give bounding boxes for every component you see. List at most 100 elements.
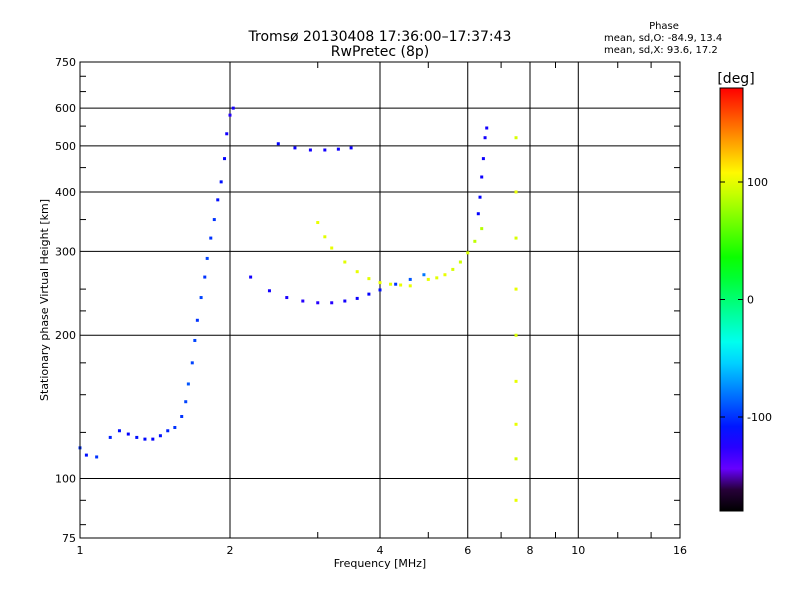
echo-point: [199, 296, 203, 300]
echo-point: [276, 142, 280, 146]
echo-point: [514, 498, 518, 502]
echo-point: [184, 400, 188, 404]
x-tick-label: 1: [77, 544, 84, 557]
grid-lines: [80, 62, 680, 538]
colorbar-tick-label: -100: [747, 411, 772, 424]
echo-point: [483, 136, 487, 140]
echo-point: [514, 136, 518, 140]
echo-point: [285, 296, 289, 300]
echo-point: [399, 283, 403, 287]
echo-point: [126, 432, 130, 436]
echo-point: [323, 235, 327, 239]
axis-ticks: 1 2 4 6 8 10 16 75 100 200 300 400 500 600 750: [55, 56, 687, 557]
echo-point: [480, 227, 484, 231]
echo-point: [478, 195, 482, 199]
colorbar: 100 0 -100: [719, 87, 772, 512]
echo-point: [219, 180, 223, 184]
echo-point: [316, 221, 320, 225]
y-tick-label: 600: [55, 102, 76, 115]
x-tick-label: 10: [571, 544, 585, 557]
echo-point: [323, 148, 327, 152]
echo-point: [205, 256, 209, 260]
echo-point: [195, 318, 199, 322]
echo-point: [108, 435, 112, 439]
colorbar-tick-label: 0: [747, 294, 754, 307]
colorbar-tick-label: 100: [747, 176, 768, 189]
x-tick-label: 4: [377, 544, 384, 557]
chart-title: Tromsø 20130408 17:36:00–17:37:43: [248, 29, 512, 45]
echo-point: [367, 277, 371, 281]
echo-point: [143, 437, 147, 441]
echo-point: [158, 434, 162, 438]
echo-point: [476, 212, 480, 216]
echo-point: [451, 267, 455, 271]
echo-point: [481, 157, 485, 161]
echo-point: [216, 198, 220, 202]
echo-point: [249, 275, 253, 279]
echo-point: [422, 273, 426, 277]
y-tick-label: 400: [55, 186, 76, 199]
echo-point: [466, 251, 470, 255]
x-tick-label: 16: [673, 544, 687, 557]
echo-point: [408, 284, 412, 288]
echo-point: [173, 425, 177, 429]
echo-point: [301, 299, 305, 303]
x-tick-label: 2: [227, 544, 234, 557]
echo-point: [355, 270, 359, 274]
echo-point: [209, 236, 213, 240]
echo-point: [514, 333, 518, 337]
echo-point: [514, 287, 518, 291]
echo-point: [426, 277, 430, 281]
echo-point: [330, 246, 334, 250]
y-tick-label: 500: [55, 140, 76, 153]
echo-point: [408, 277, 412, 281]
echo-point: [330, 301, 334, 305]
echo-point: [180, 414, 184, 418]
echo-point: [95, 455, 99, 459]
phase-stats-x: mean, sd,X: 93.6, 17.2: [604, 45, 718, 56]
echo-point: [223, 157, 227, 161]
echo-point: [225, 132, 229, 136]
x-axis-label: Frequency [MHz]: [334, 557, 426, 570]
echo-point: [514, 422, 518, 426]
echo-point: [355, 296, 359, 300]
echo-point: [458, 260, 462, 264]
echo-point: [193, 338, 197, 342]
echo-point: [473, 239, 477, 243]
y-axis-label: Stationary phase Virtual Height [km]: [38, 199, 51, 401]
echo-point: [443, 273, 447, 277]
data-points: [78, 106, 518, 502]
echo-point: [203, 275, 207, 279]
phase-stats-o: mean, sd,O: -84.9, 13.4: [604, 33, 723, 44]
echo-point: [231, 106, 235, 110]
echo-point: [151, 437, 155, 441]
colorbar-label: [deg]: [717, 71, 754, 87]
echo-point: [212, 218, 216, 222]
x-tick-label: 6: [464, 544, 471, 557]
y-tick-label: 300: [55, 245, 76, 258]
echo-point: [166, 429, 170, 433]
echo-point: [514, 190, 518, 194]
echo-point: [394, 282, 398, 286]
echo-point: [514, 379, 518, 383]
phase-stats-heading: Phase: [649, 21, 679, 32]
echo-point: [514, 236, 518, 240]
echo-point: [135, 435, 139, 439]
echo-point: [343, 260, 347, 264]
echo-point: [367, 292, 371, 296]
y-tick-label: 100: [55, 473, 76, 486]
y-tick-label: 200: [55, 329, 76, 342]
echo-point: [84, 453, 88, 457]
echo-point: [378, 288, 382, 292]
echo-point: [336, 147, 340, 151]
echo-point: [485, 126, 489, 130]
echo-point: [349, 146, 353, 150]
phase-stats: Phase mean, sd,O: -84.9, 13.4 mean, sd,X…: [604, 21, 723, 57]
echo-point: [514, 457, 518, 461]
y-tick-label: 75: [62, 532, 76, 545]
plot-frame: [79, 61, 681, 539]
echo-point: [378, 281, 382, 285]
echo-point: [117, 429, 121, 433]
echo-point: [267, 289, 271, 293]
